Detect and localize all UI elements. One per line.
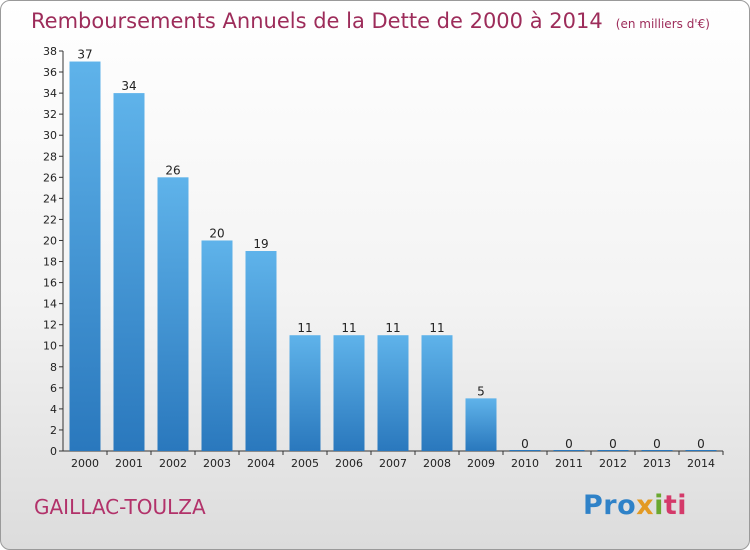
y-tick-label: 30 bbox=[43, 129, 57, 142]
value-label-2000: 37 bbox=[77, 48, 92, 62]
value-label-2010: 0 bbox=[521, 437, 529, 451]
x-tick-label-2002: 2002 bbox=[159, 457, 187, 470]
bar-2007 bbox=[377, 335, 409, 451]
chart-bars bbox=[69, 61, 717, 452]
y-tick-label: 4 bbox=[50, 403, 57, 416]
x-tick-label-2012: 2012 bbox=[599, 457, 627, 470]
y-tick-label: 28 bbox=[43, 150, 57, 163]
x-tick-label-2013: 2013 bbox=[643, 457, 671, 470]
x-tick-label-2007: 2007 bbox=[379, 457, 407, 470]
proxiti-logo[interactable]: Proxiti bbox=[583, 490, 688, 521]
y-tick-label: 34 bbox=[43, 87, 57, 100]
value-label-2004: 19 bbox=[253, 237, 268, 251]
x-tick-label-2006: 2006 bbox=[335, 457, 363, 470]
value-label-2011: 0 bbox=[565, 437, 573, 451]
y-tick-label: 12 bbox=[43, 319, 57, 332]
chart-title-line: Remboursements Annuels de la Dette de 20… bbox=[31, 9, 710, 33]
y-tick-label: 10 bbox=[43, 340, 57, 353]
value-label-2008: 11 bbox=[429, 321, 444, 335]
x-tick-label-2011: 2011 bbox=[555, 457, 583, 470]
value-label-2006: 11 bbox=[341, 321, 356, 335]
value-label-2007: 11 bbox=[385, 321, 400, 335]
bar-2009 bbox=[465, 398, 497, 451]
x-tick-label-2010: 2010 bbox=[511, 457, 539, 470]
bar-2004 bbox=[245, 251, 277, 451]
y-tick-label: 14 bbox=[43, 298, 57, 311]
y-tick-label: 24 bbox=[43, 192, 57, 205]
value-label-2013: 0 bbox=[653, 437, 661, 451]
y-tick-label: 16 bbox=[43, 277, 57, 290]
value-label-2001: 34 bbox=[121, 79, 136, 93]
y-tick-label: 6 bbox=[50, 382, 57, 395]
value-label-2005: 11 bbox=[297, 321, 312, 335]
y-tick-label: 18 bbox=[43, 256, 57, 269]
value-label-2003: 20 bbox=[209, 226, 224, 240]
x-tick-label-2000: 2000 bbox=[71, 457, 99, 470]
x-tick-label-2008: 2008 bbox=[423, 457, 451, 470]
bar-2008 bbox=[421, 335, 453, 451]
x-tick-label-2009: 2009 bbox=[467, 457, 495, 470]
y-tick-label: 36 bbox=[43, 66, 57, 79]
y-tick-label: 26 bbox=[43, 171, 57, 184]
x-tick-label-2003: 2003 bbox=[203, 457, 231, 470]
chart-unit: (en milliers d'€) bbox=[615, 17, 710, 31]
bar-2000 bbox=[69, 61, 101, 452]
y-tick-label: 38 bbox=[43, 45, 57, 58]
y-tick-label: 2 bbox=[50, 424, 57, 437]
value-label-2014: 0 bbox=[697, 437, 705, 451]
y-tick-label: 20 bbox=[43, 234, 57, 247]
y-tick-label: 22 bbox=[43, 213, 57, 226]
y-tick-label: 0 bbox=[50, 445, 57, 458]
chart-title: Remboursements Annuels de la Dette de 20… bbox=[31, 9, 603, 33]
bar-2006 bbox=[333, 335, 365, 451]
bar-2003 bbox=[201, 240, 233, 451]
x-tick-label-2004: 2004 bbox=[247, 457, 275, 470]
bar-2005 bbox=[289, 335, 321, 451]
y-tick-label: 8 bbox=[50, 361, 57, 374]
chart-value-labels: 37 34 26 20 19 11 11 11 11 5 0 0 0 0 0 bbox=[77, 48, 704, 451]
x-tick-label-2014: 2014 bbox=[687, 457, 715, 470]
value-label-2012: 0 bbox=[609, 437, 617, 451]
x-tick-label-2001: 2001 bbox=[115, 457, 143, 470]
x-tick-label-2005: 2005 bbox=[291, 457, 319, 470]
bar-2001 bbox=[113, 93, 145, 452]
value-label-2002: 26 bbox=[165, 163, 180, 177]
bar-2002 bbox=[157, 177, 189, 451]
value-label-2009: 5 bbox=[477, 384, 485, 398]
commune-name: GAILLAC-TOULZA bbox=[34, 495, 206, 519]
y-tick-label: 32 bbox=[43, 108, 57, 121]
